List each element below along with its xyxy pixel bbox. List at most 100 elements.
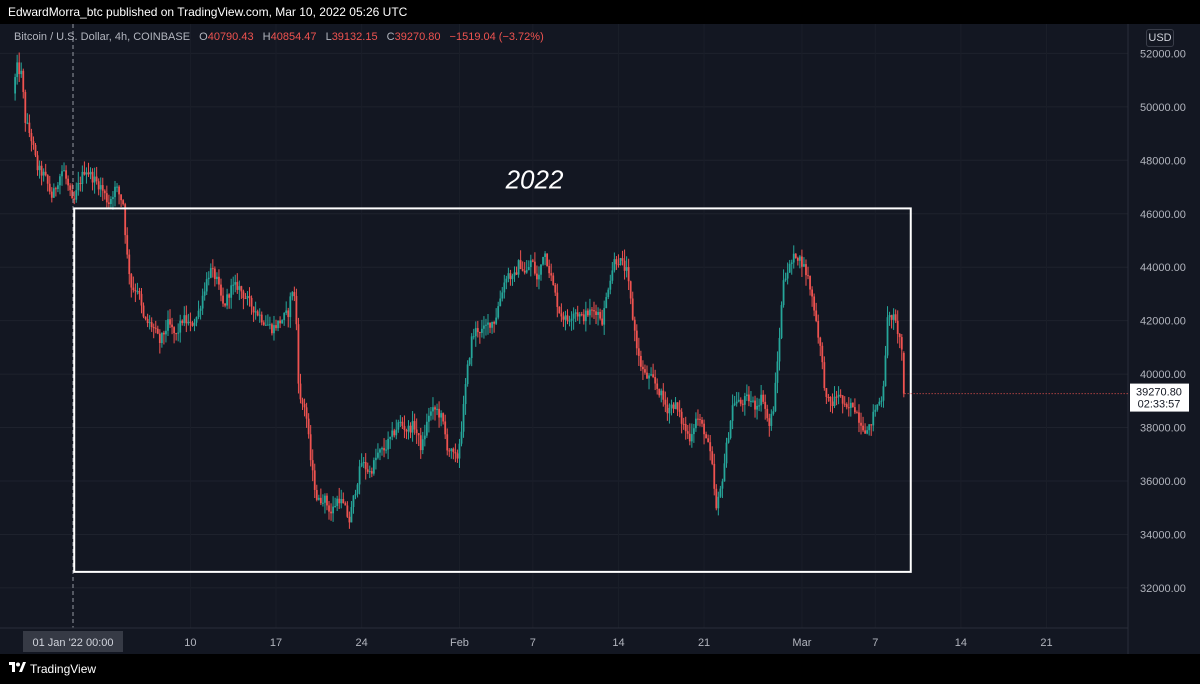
candle-body	[18, 62, 21, 75]
symbol-title[interactable]: Bitcoin / U.S. Dollar, 4h, COINBASE	[14, 31, 191, 43]
candle-body	[128, 254, 131, 275]
candle-body	[73, 198, 76, 200]
candle-body	[593, 310, 595, 312]
price-tick-label: 36000.00	[1140, 476, 1186, 488]
candle-body	[676, 402, 679, 410]
candle-body	[556, 292, 559, 307]
candle-body	[743, 396, 746, 405]
candle-body	[580, 314, 583, 316]
candle-body	[352, 495, 355, 508]
candle-body	[798, 256, 801, 261]
candle-body	[81, 171, 84, 184]
candle-body	[870, 424, 873, 426]
candle-body	[890, 315, 893, 320]
candle-body	[328, 505, 330, 512]
candle-body	[387, 438, 390, 450]
candle-body	[197, 310, 200, 318]
candle-body	[142, 305, 145, 317]
candle-body	[381, 448, 383, 450]
candle-body	[230, 285, 233, 298]
candle-body	[16, 62, 19, 78]
candle-body	[273, 325, 275, 334]
candle-body	[774, 382, 777, 412]
candle-body	[664, 399, 667, 405]
candle-body	[97, 181, 100, 190]
high-value: 40854.47	[270, 31, 317, 43]
candle-body	[430, 411, 432, 416]
candle-body	[330, 511, 332, 514]
time-tick-label: Feb	[450, 637, 469, 649]
time-tick-label: 24	[356, 637, 368, 649]
candle-body	[833, 396, 836, 407]
candle-body	[660, 390, 663, 396]
candle-body	[546, 253, 549, 267]
candle-body	[464, 384, 467, 405]
candle-body	[666, 404, 669, 414]
candle-body	[423, 435, 426, 440]
candle-body	[574, 312, 577, 314]
candle-body	[421, 439, 424, 451]
candle-body	[238, 286, 241, 290]
candle-body	[67, 178, 70, 186]
candle-body	[609, 280, 612, 290]
candle-body	[285, 310, 288, 314]
candle-body	[780, 305, 783, 338]
candle-body	[827, 396, 830, 398]
grid	[0, 24, 1128, 628]
time-tick-label: Mar	[792, 637, 811, 649]
candle-body	[839, 394, 842, 396]
candle-body	[399, 421, 402, 423]
candle-body	[584, 310, 587, 322]
candle-body	[686, 431, 689, 434]
candle-body	[193, 322, 196, 326]
candle-body	[22, 70, 25, 92]
candle-body	[845, 404, 848, 408]
low-label: L	[325, 31, 332, 43]
candle-body	[440, 413, 443, 418]
chart-area[interactable]: Bitcoin / U.S. Dollar, 4h, COINBASE O407…	[0, 24, 1200, 654]
candle-body	[886, 317, 889, 356]
candle-body	[825, 388, 828, 397]
candle-body	[275, 325, 277, 329]
candle-body	[527, 267, 530, 271]
candle-body	[409, 425, 412, 433]
candle-body	[505, 278, 508, 283]
annotation-text[interactable]: 2022	[505, 164, 564, 194]
candle-body	[377, 452, 379, 458]
candle-body	[154, 327, 157, 329]
price-tick-label: 46000.00	[1140, 209, 1186, 221]
candle-body	[841, 395, 844, 404]
candle-body	[114, 186, 116, 198]
candle-body	[52, 188, 55, 198]
candle-body	[900, 337, 903, 350]
price-chart[interactable]: 2022 32000.00 34000.00 36000.00 38000.00 400…	[0, 24, 1200, 654]
candle-body	[112, 197, 114, 199]
candle-body	[476, 328, 479, 333]
candle-body	[495, 317, 498, 324]
chart-legend: Bitcoin / U.S. Dollar, 4h, COINBASE O407…	[14, 31, 544, 43]
candle-body	[856, 412, 858, 414]
candle-body	[187, 321, 190, 324]
currency-badge[interactable]: USD	[1146, 29, 1174, 47]
candle-body	[246, 295, 249, 299]
candle-body	[181, 320, 184, 324]
candle-body	[152, 327, 155, 329]
bar-countdown: 02:33:57	[1138, 399, 1181, 411]
price-axis: 32000.00 34000.00 36000.00 38000.00 40000.00…	[1140, 48, 1186, 595]
candle-body	[705, 434, 708, 439]
time-tick-label: 10	[184, 637, 196, 649]
candle-body	[50, 191, 53, 198]
candle-body	[472, 336, 475, 338]
candle-body	[678, 409, 681, 412]
candle-body	[829, 396, 832, 402]
candle-body	[639, 355, 642, 367]
annotation-box[interactable]	[73, 207, 912, 573]
tradingview-brand[interactable]: TradingView	[30, 662, 97, 676]
candle-body	[436, 408, 438, 410]
last-price-bg	[1130, 383, 1189, 412]
candle-body	[46, 175, 49, 184]
candle-body	[568, 320, 571, 322]
candle-body	[578, 314, 581, 317]
candle-body	[902, 352, 905, 394]
candle-body	[450, 448, 453, 451]
